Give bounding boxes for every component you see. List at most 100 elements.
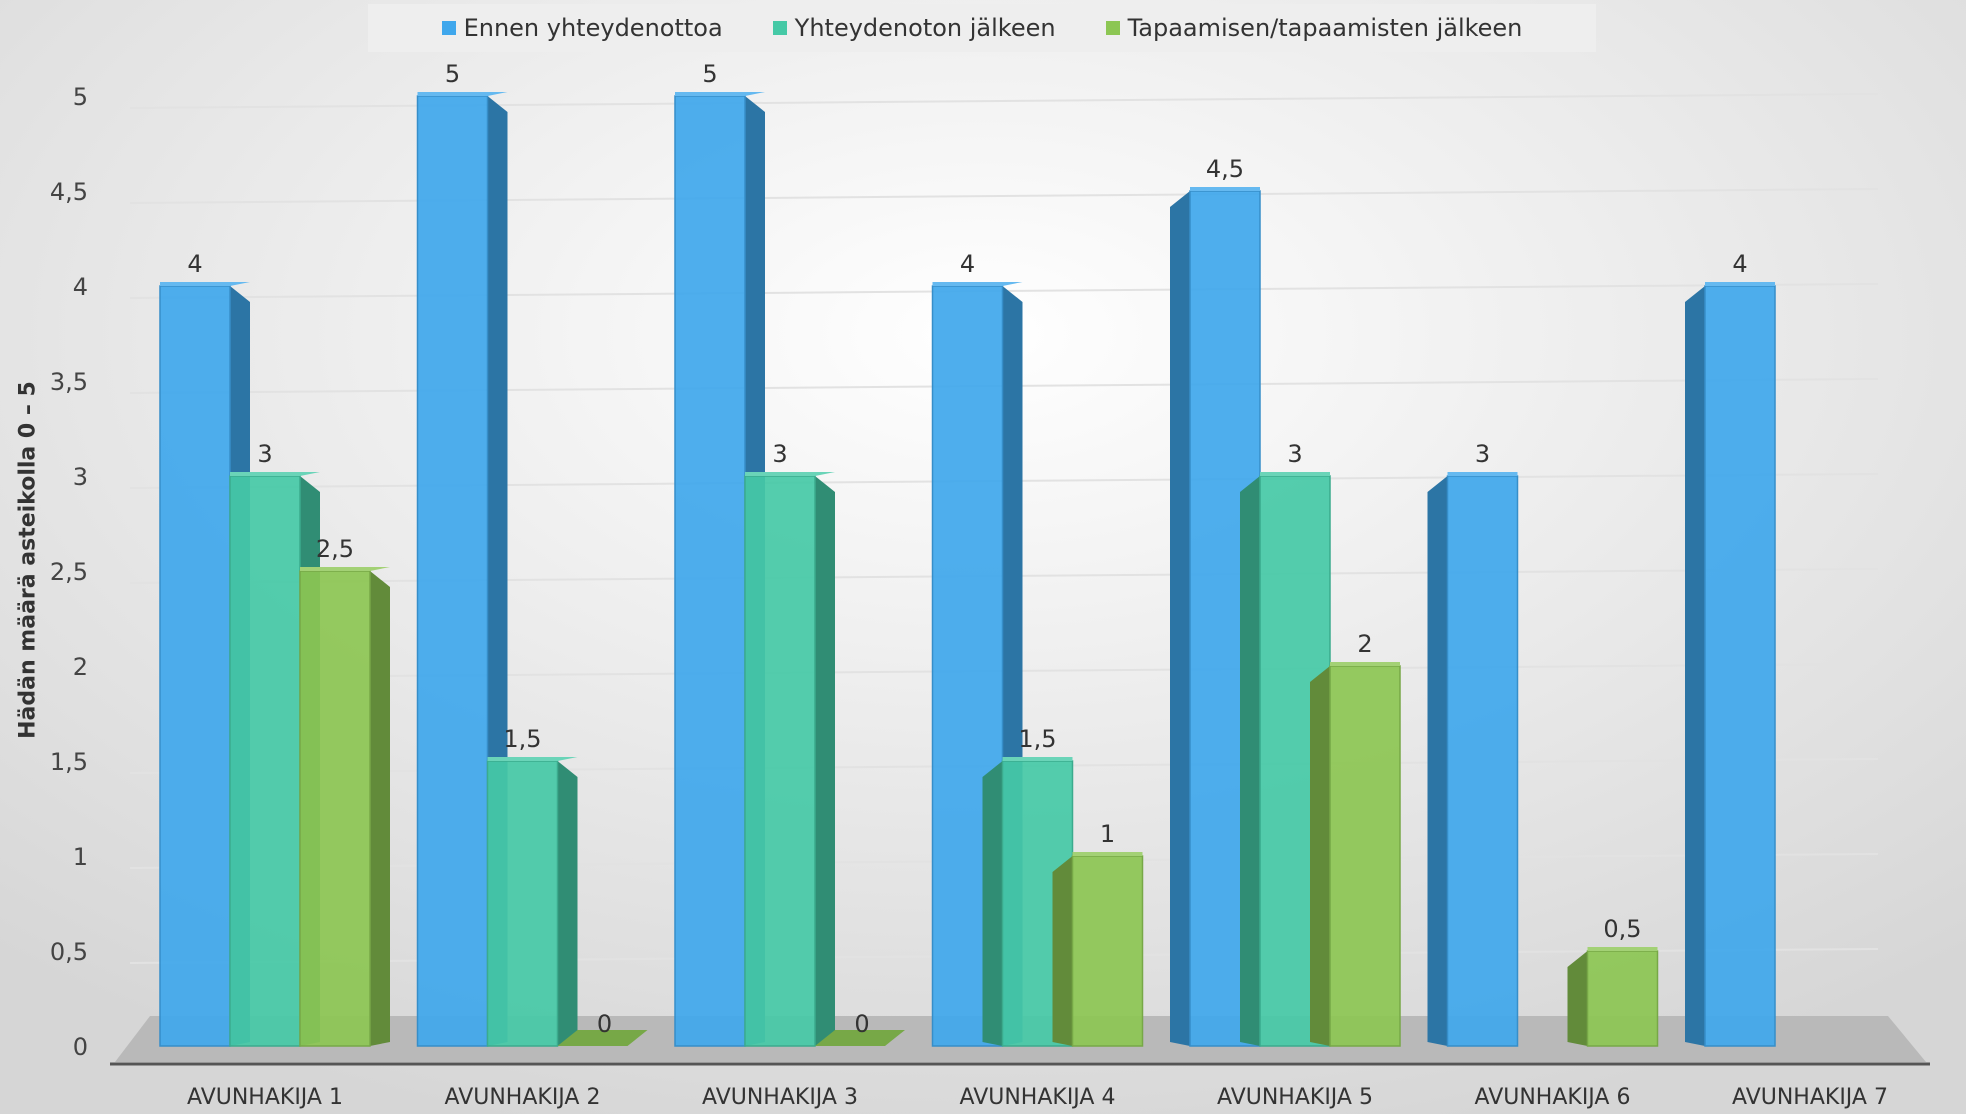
data-label: 4: [1732, 250, 1747, 278]
x-tick-label: AVUNHAKIJA 5: [1217, 1085, 1373, 1110]
data-label: 2: [1357, 630, 1372, 658]
data-label: 1,5: [1018, 725, 1056, 753]
y-axis-ticks: 0 0,5 1 1,5 2 2,5 3 3,5 4 4,5 5: [50, 83, 88, 1061]
bar-side: [1240, 476, 1260, 1046]
y-tick-label: 2,5: [50, 558, 88, 586]
bar-side: [1052, 856, 1073, 1046]
bar: [1427, 472, 1519, 1047]
bar-side: [1310, 666, 1330, 1046]
bar-front: [1704, 285, 1776, 1047]
bars: [159, 92, 1776, 1047]
legend-label-yhteydenoton: Yhteydenoton jälkeen: [794, 14, 1056, 42]
data-label: 1,5: [503, 725, 541, 753]
y-tick-label: 0: [73, 1033, 88, 1061]
y-tick-label: 1: [73, 843, 88, 871]
bar: [299, 567, 390, 1047]
legend-swatch-yhteydenoton: [772, 21, 787, 35]
data-label: 4,5: [1206, 155, 1244, 183]
bar-side: [557, 761, 578, 1046]
bar-top: [300, 567, 390, 571]
bar-side: [1567, 951, 1588, 1046]
x-tick-label: AVUNHAKIJA 7: [1732, 1085, 1888, 1110]
y-axis-label: Hädän määrä asteikolla 0 – 5: [15, 381, 41, 739]
bar-top: [745, 472, 835, 476]
bar-front: [744, 475, 816, 1047]
bar: [744, 472, 835, 1047]
y-tick-label: 0,5: [50, 938, 88, 966]
x-axis-ticks: AVUNHAKIJA 1 AVUNHAKIJA 2 AVUNHAKIJA 3 AVUN…: [187, 1085, 1888, 1110]
bar-front: [229, 475, 301, 1047]
bar-top: [1190, 187, 1260, 191]
bar-front: [299, 570, 371, 1047]
bar: [1685, 282, 1776, 1047]
bar-side: [815, 476, 835, 1046]
legend-label-tapaamisen: Tapaamisen/tapaamisten jälkeen: [1127, 14, 1523, 42]
bar-top: [417, 92, 508, 96]
data-label: 3: [1287, 440, 1302, 468]
legend-item-tapaamisen: Tapaamisen/tapaamisten jälkeen: [1105, 14, 1523, 42]
bar-top: [230, 472, 320, 476]
bar-side: [1685, 286, 1705, 1046]
bar-front: [486, 760, 559, 1047]
data-label: 5: [702, 60, 717, 88]
bar-top: [675, 92, 765, 96]
bar-top: [1072, 852, 1143, 856]
data-label: 3: [257, 440, 272, 468]
data-label: 4: [960, 250, 975, 278]
legend-item-ennen: Ennen yhteydenottoa: [441, 14, 723, 42]
bar-front: [1446, 475, 1519, 1047]
bar-top: [1705, 282, 1775, 286]
y-tick-label: 2: [73, 653, 88, 681]
bar-front: [1071, 855, 1144, 1047]
bar-top: [1260, 472, 1330, 476]
bar-front: [1329, 665, 1401, 1047]
y-tick-label: 3,5: [50, 368, 88, 396]
bar-side: [982, 761, 1003, 1046]
bar: [486, 757, 578, 1047]
x-tick-label: AVUNHAKIJA 3: [702, 1085, 858, 1110]
bar-flat: [815, 1030, 905, 1046]
bar-top: [1447, 472, 1518, 476]
data-label: 0: [854, 1010, 869, 1038]
bar-front: [159, 285, 231, 1047]
x-tick-label: AVUNHAKIJA 4: [960, 1085, 1116, 1110]
bar-side: [1170, 191, 1190, 1046]
y-tick-label: 3: [73, 463, 88, 491]
bar-side: [370, 571, 390, 1046]
legend-swatch-tapaamisen: [1105, 21, 1120, 35]
bar-front: [1586, 950, 1659, 1047]
legend: Ennen yhteydenottoa Yhteydenoton jälkeen…: [368, 4, 1596, 52]
bar: [1567, 947, 1659, 1047]
y-tick-label: 1,5: [50, 748, 88, 776]
legend-item-yhteydenoton: Yhteydenoton jälkeen: [772, 14, 1056, 42]
data-label: 3: [1475, 440, 1490, 468]
legend-swatch-ennen: [441, 21, 456, 35]
bar-top: [1330, 662, 1400, 666]
y-tick-label: 4,5: [50, 178, 88, 206]
bar-front: [674, 95, 746, 1047]
bar: [1052, 852, 1144, 1047]
bar: [815, 1030, 905, 1046]
bar-top: [1587, 947, 1658, 951]
data-label: 0,5: [1603, 915, 1641, 943]
bar-top: [932, 282, 1023, 286]
x-tick-label: AVUNHAKIJA 6: [1475, 1085, 1631, 1110]
data-label: 2,5: [316, 535, 354, 563]
data-label: 1: [1100, 820, 1115, 848]
data-label: 5: [445, 60, 460, 88]
y-tick-label: 4: [73, 273, 88, 301]
y-tick-label: 5: [73, 83, 88, 111]
bar-flat: [557, 1030, 648, 1046]
data-label: 4: [187, 250, 202, 278]
bar-front: [416, 95, 489, 1047]
bar-top: [1002, 757, 1073, 761]
bar: [1310, 662, 1401, 1047]
data-labels: 4 5 5 4 4,5 3 4 3 1,5 3 1,5 3 2,5 0 0 1 2 0,5: [187, 60, 1747, 1038]
bar: [557, 1030, 648, 1046]
bar-top: [487, 757, 578, 761]
x-tick-label: AVUNHAKIJA 2: [445, 1085, 601, 1110]
bar-top: [160, 282, 250, 286]
bar-side: [1427, 476, 1448, 1046]
